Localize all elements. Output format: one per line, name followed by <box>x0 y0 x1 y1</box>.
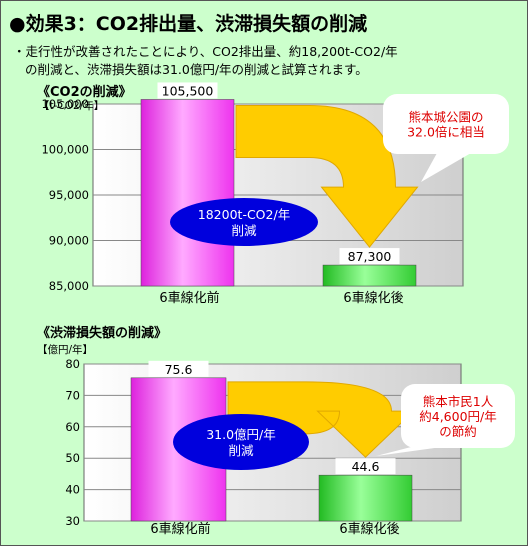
y-tick-label: 95,000 <box>49 188 89 202</box>
y-tick-label: 85,000 <box>49 279 89 293</box>
description-line-2: の削減と、渋滞損失額は31.0億円/年の削減と試算されます。 <box>25 62 368 77</box>
y-tick-label: 90,000 <box>49 234 89 248</box>
reduction-ellipse <box>170 198 318 246</box>
callout-tail <box>376 446 449 456</box>
unit-label: 【t-CO2/年】 <box>39 99 104 112</box>
value-label-bg <box>148 360 209 377</box>
congestion-chart-title: 《渋滞損失額の削減》 <box>37 326 168 341</box>
unit-label: 【億円/年】 <box>37 343 93 356</box>
callout-bubble <box>401 384 515 448</box>
y-tick-label: 70 <box>65 388 80 402</box>
bar-1 <box>322 264 417 287</box>
callout-line-1: 約4,600円/年 <box>419 409 497 424</box>
value-label-0: 105,500 <box>162 83 214 98</box>
y-tick-label: 30 <box>65 514 80 528</box>
y-tick-label: 50 <box>65 451 80 465</box>
value-label-1: 87,300 <box>348 249 392 264</box>
reduction-label-1: 31.0億円/年 <box>206 427 276 442</box>
page-title: ●効果3：CO2排出量、渋滞損失額の削減 <box>9 13 368 35</box>
callout-tail <box>421 153 471 182</box>
y-tick-label: 40 <box>65 483 80 497</box>
reduction-arrow <box>235 104 419 248</box>
chart-1: 30 40 50 60 70 80【億円/年】 75.6 6車線化前 44.6 6車線化後 31.0… <box>37 343 515 537</box>
value-label-bg <box>339 248 400 265</box>
callout-line-1: 32.0倍に相当 <box>407 125 485 140</box>
bar-0 <box>140 99 235 287</box>
value-label-bg <box>157 82 218 99</box>
value-label-bg <box>335 458 396 475</box>
description-line-1: ・走行性が改善されたことにより、CO2排出量、約18,200t-CO2/年 <box>13 44 398 59</box>
value-label-1: 44.6 <box>352 459 380 474</box>
y-tick-label: 100,000 <box>41 143 89 157</box>
category-label-1: 6車線化後 <box>343 290 403 306</box>
callout-line-0: 熊本市民1人 <box>423 394 494 409</box>
reduction-label-2: 削減 <box>228 443 254 458</box>
co2-chart-title: 《CO2の削減》 <box>37 85 132 100</box>
category-label-0: 6車線化前 <box>150 521 210 537</box>
value-label-0: 75.6 <box>165 362 193 377</box>
y-tick-label: 60 <box>65 420 80 434</box>
category-label-1: 6車線化後 <box>339 521 399 537</box>
reduction-ellipse <box>173 414 309 470</box>
bar-1 <box>318 474 413 522</box>
reduction-label-2: 削減 <box>231 223 257 238</box>
callout-bubble <box>383 94 509 154</box>
category-label-0: 6車線化前 <box>159 290 219 306</box>
y-tick-label: 105,000 <box>41 97 89 111</box>
chart-0: 85,000 90,000 95,000 100,000 105,000【t-CO2/年… <box>39 82 509 306</box>
y-tick-label: 80 <box>65 357 80 371</box>
reduction-label-1: 18200t-CO2/年 <box>198 207 290 222</box>
callout-line-0: 熊本城公園の <box>408 110 483 125</box>
callout-line-2: の節約 <box>439 424 477 439</box>
